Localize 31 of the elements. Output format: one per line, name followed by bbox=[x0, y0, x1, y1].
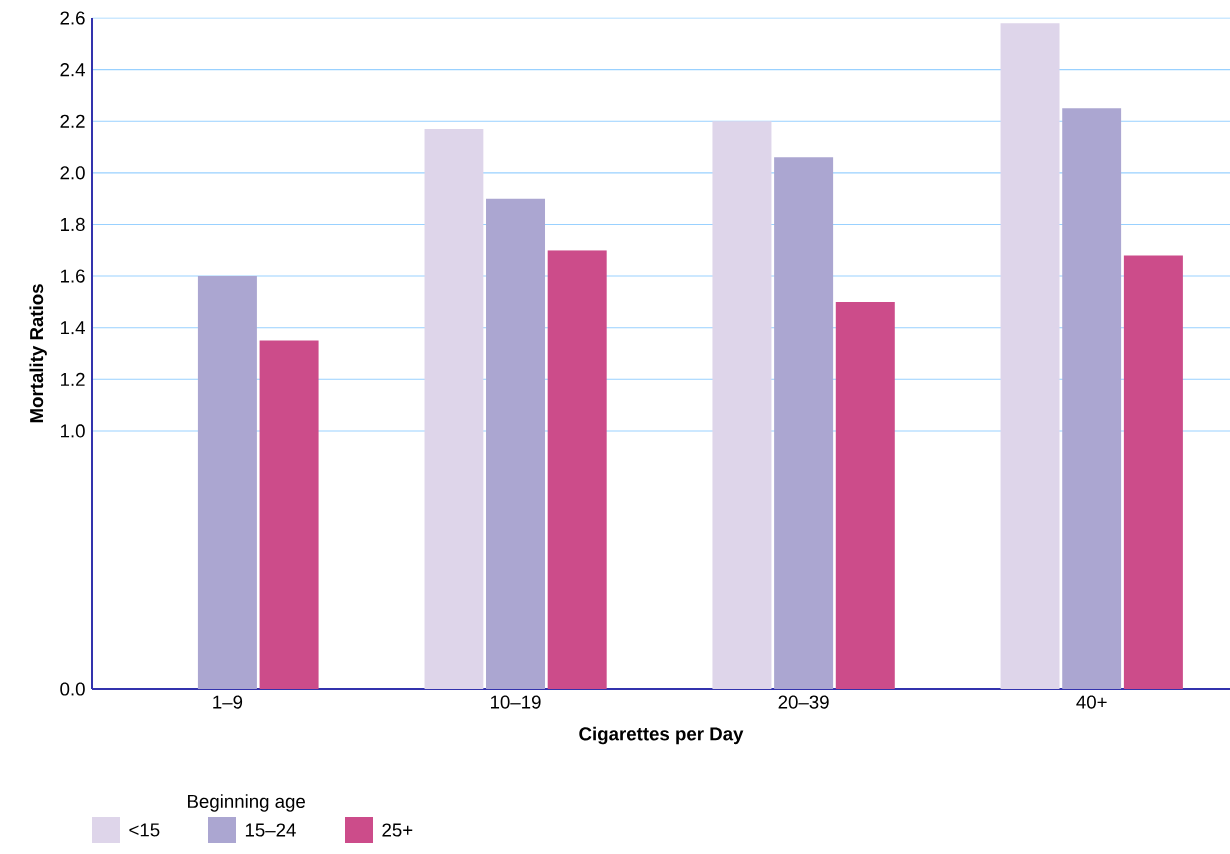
bar bbox=[424, 128, 484, 689]
y-tick-label: 1.6 bbox=[60, 269, 85, 283]
bar bbox=[774, 157, 834, 689]
y-axis-title: Mortality Ratios bbox=[29, 284, 47, 423]
x-tick-label: 20–39 bbox=[778, 695, 829, 709]
x-tick-label: 10–19 bbox=[490, 695, 541, 709]
bar bbox=[486, 198, 546, 689]
legend-label: 25+ bbox=[382, 823, 413, 837]
legend-label: <15 bbox=[129, 823, 160, 837]
bar bbox=[259, 340, 319, 689]
y-tick-label: 2.2 bbox=[60, 114, 85, 128]
legend-title: Beginning age bbox=[188, 794, 305, 812]
x-tick-label: 1–9 bbox=[213, 695, 243, 709]
y-tick-label: 1.4 bbox=[60, 321, 85, 335]
bar bbox=[547, 250, 607, 689]
y-tick-label: 1.2 bbox=[60, 372, 85, 386]
y-tick-label: 2.4 bbox=[60, 63, 85, 77]
bar bbox=[835, 301, 895, 689]
bar bbox=[1123, 255, 1183, 689]
legend-label: 15–24 bbox=[245, 823, 296, 837]
y-tick-label: 1.8 bbox=[60, 217, 85, 232]
bar bbox=[712, 121, 772, 689]
bar bbox=[1000, 23, 1060, 689]
y-tick-label: 2.0 bbox=[60, 166, 85, 180]
bar bbox=[1062, 108, 1122, 689]
y-tick-label: 0.0 bbox=[60, 682, 85, 696]
y-tick-label: 2.6 bbox=[60, 11, 85, 25]
x-tick-label: 40+ bbox=[1076, 695, 1107, 709]
bar bbox=[197, 276, 257, 689]
y-tick-label: 1.0 bbox=[60, 424, 85, 438]
x-axis-title: Cigarettes per Day bbox=[579, 726, 744, 745]
